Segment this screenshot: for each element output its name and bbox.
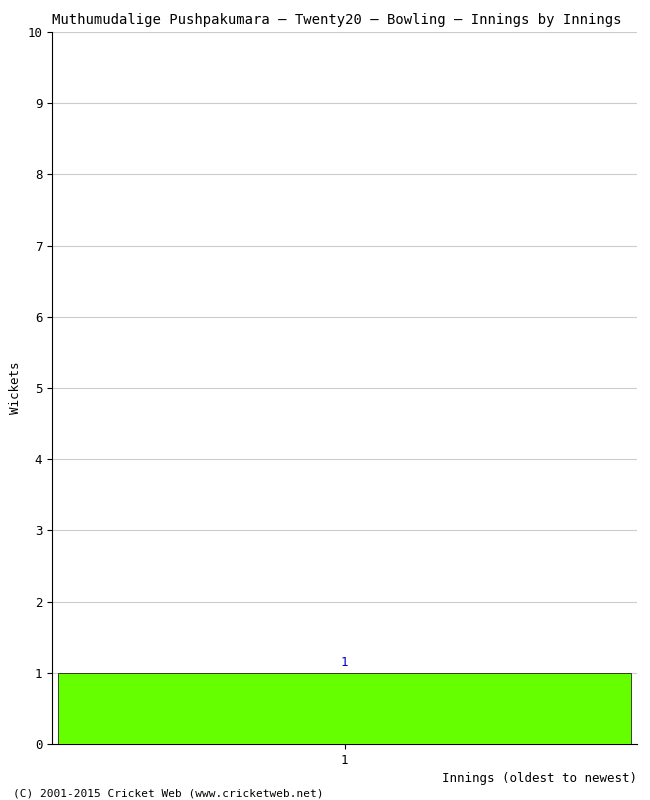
Text: 1: 1 [341, 656, 348, 670]
Y-axis label: Wickets: Wickets [8, 362, 21, 414]
Text: Muthumudalige Pushpakumara — Twenty20 — Bowling — Innings by Innings: Muthumudalige Pushpakumara — Twenty20 — … [52, 13, 621, 26]
X-axis label: Innings (oldest to newest): Innings (oldest to newest) [442, 772, 637, 786]
Bar [58, 673, 631, 744]
Text: (C) 2001-2015 Cricket Web (www.cricketweb.net): (C) 2001-2015 Cricket Web (www.cricketwe… [13, 788, 324, 798]
